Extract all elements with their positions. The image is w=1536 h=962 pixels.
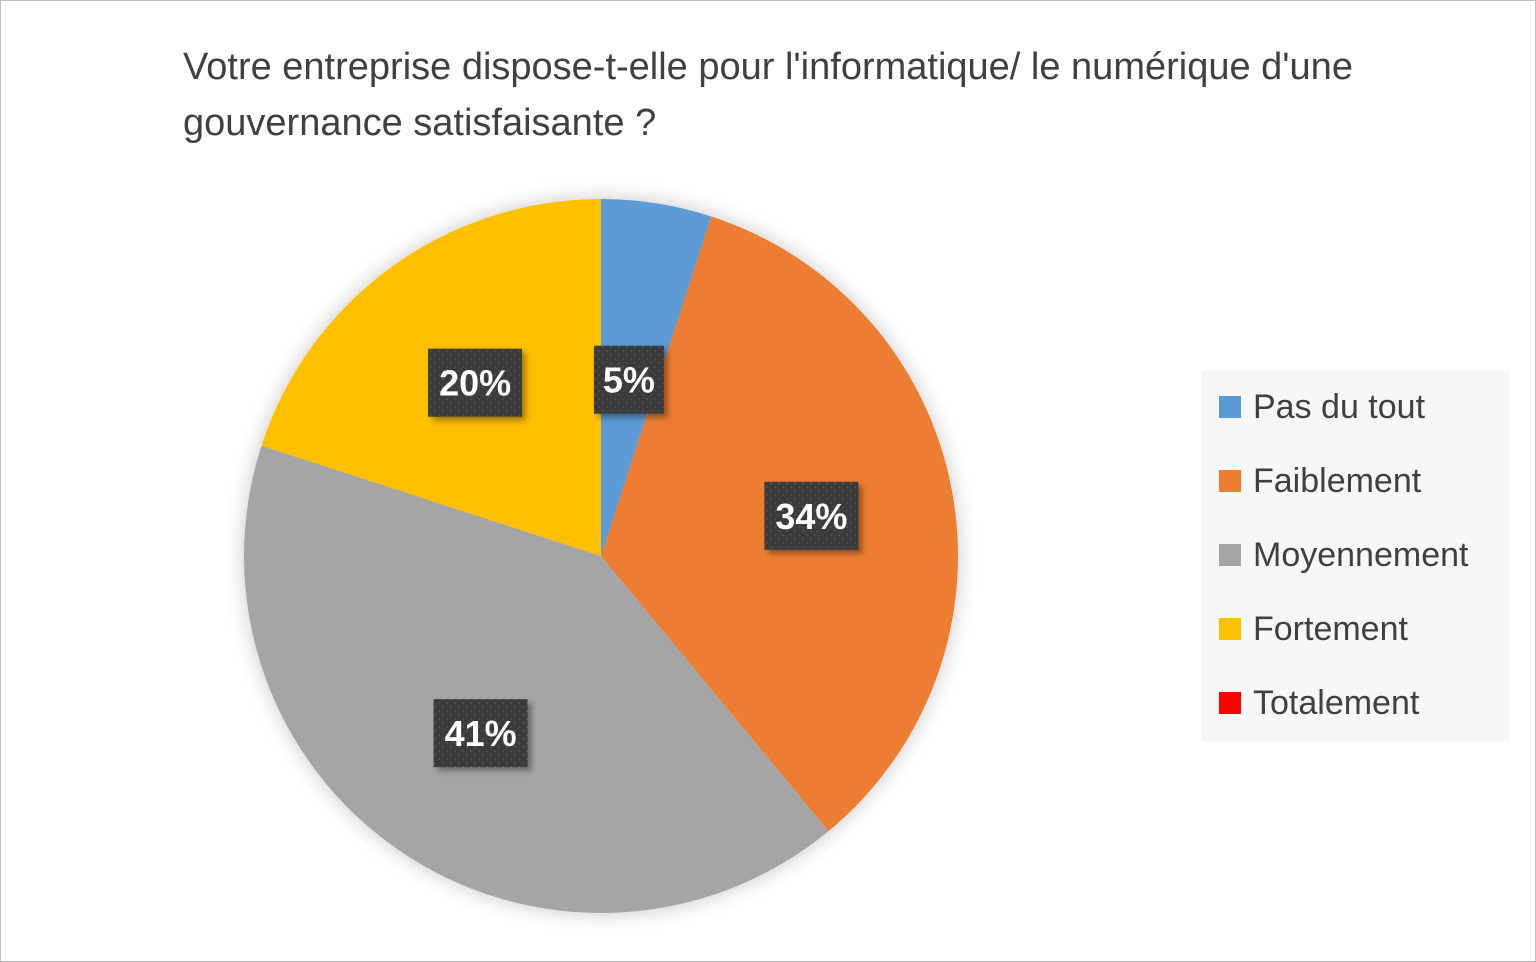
legend-swatch	[1219, 618, 1241, 640]
legend-label: Pas du tout	[1253, 387, 1426, 426]
legend-label: Faiblement	[1253, 461, 1422, 500]
legend-item-fortement: Fortement	[1219, 609, 1408, 649]
data-label-box	[428, 348, 523, 417]
data-label-faiblement: 34%	[764, 481, 859, 550]
legend-swatch	[1219, 544, 1241, 566]
data-label-box	[433, 699, 528, 768]
pie-slice-moyennement	[243, 445, 829, 914]
data-label-text: 5%	[603, 360, 655, 401]
data-label-pas-du-tout: 5%	[593, 345, 664, 414]
data-label-text: 20%	[439, 363, 511, 404]
chart-title: Votre entreprise dispose-t-elle pour l'i…	[183, 46, 1353, 144]
legend: Pas du tout Faiblement Moyennement Forte…	[1201, 371, 1509, 741]
data-label-moyennement: 41%	[433, 699, 528, 768]
legend-swatch	[1219, 396, 1241, 418]
legend-label: Totalement	[1253, 683, 1420, 722]
data-label-text: 41%	[445, 713, 517, 754]
data-label-text: 34%	[775, 496, 847, 537]
legend-item-faiblement: Faiblement	[1219, 461, 1421, 501]
data-label-fortement: 20%	[428, 348, 523, 417]
legend-item-pas-du-tout: Pas du tout	[1219, 387, 1425, 427]
legend-label: Fortement	[1253, 609, 1408, 648]
data-label-box	[593, 345, 664, 414]
legend-item-moyennement: Moyennement	[1219, 535, 1468, 575]
data-label-box	[764, 481, 859, 550]
legend-swatch	[1219, 692, 1241, 714]
legend-label: Moyennement	[1253, 535, 1469, 574]
legend-swatch	[1219, 470, 1241, 492]
legend-item-totalement: Totalement	[1219, 683, 1419, 723]
